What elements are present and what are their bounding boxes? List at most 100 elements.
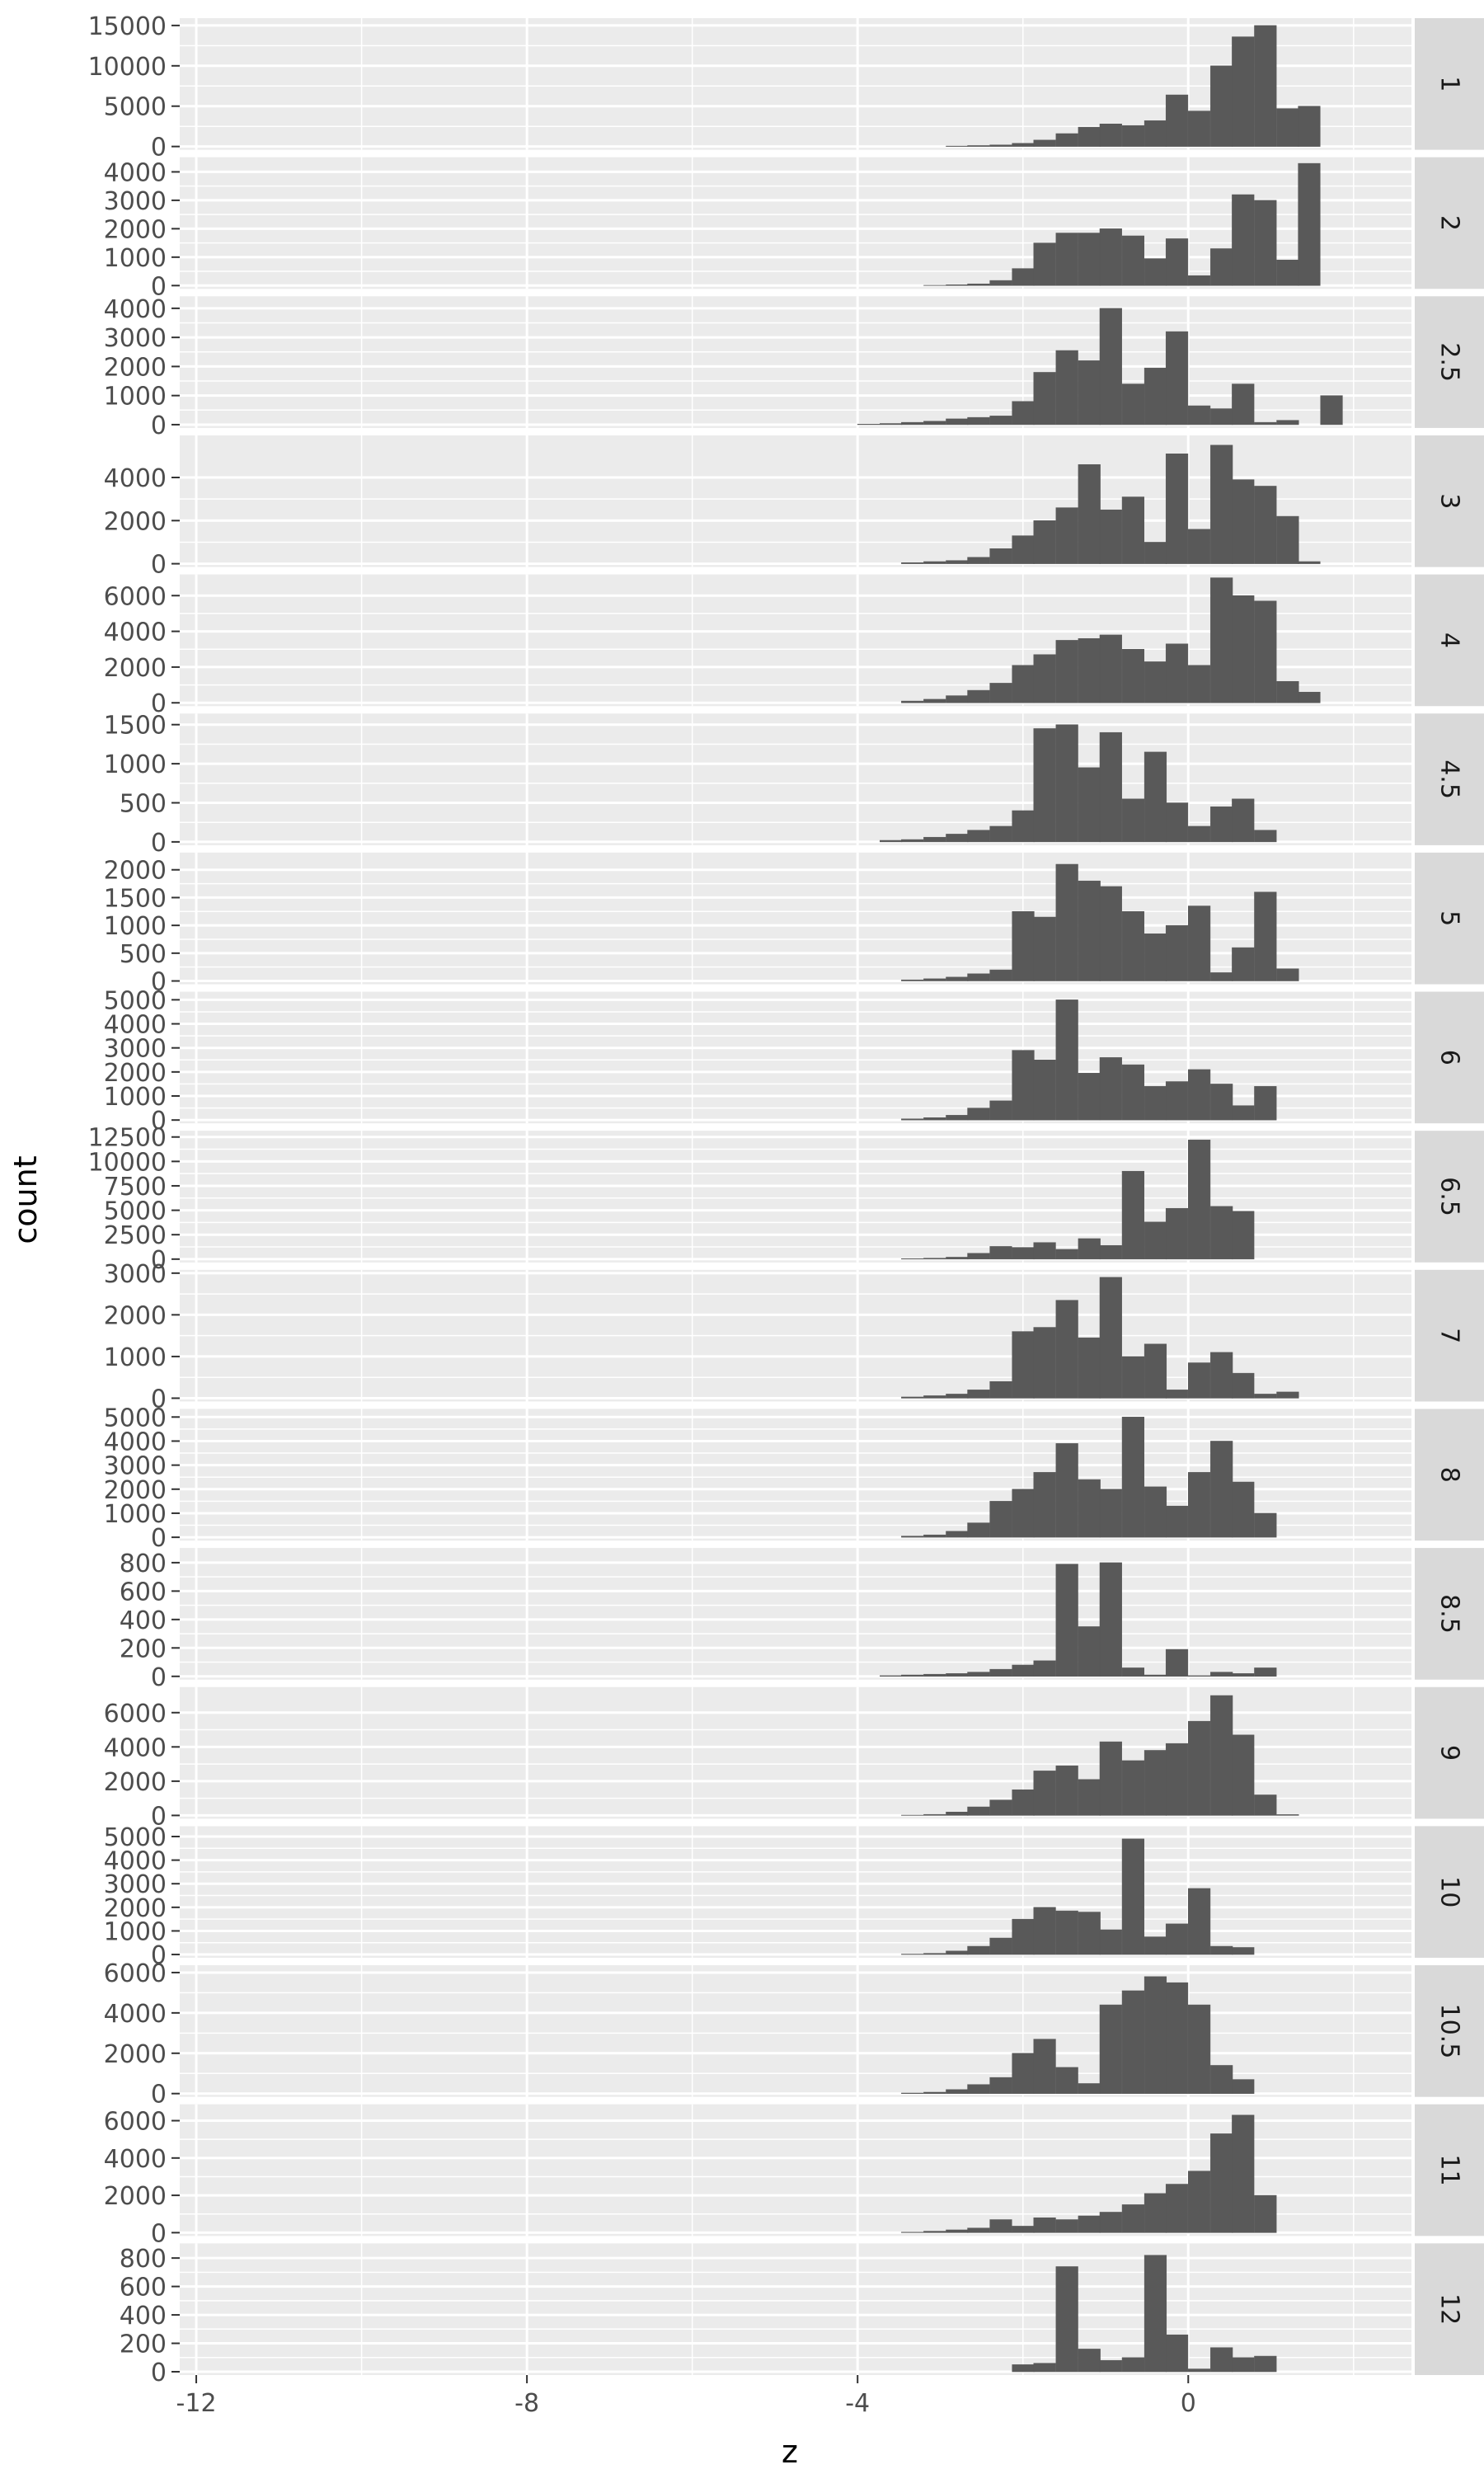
panel-background — [180, 713, 1411, 845]
histogram-bar — [1033, 1907, 1056, 1955]
facet-strip-label: 3 — [1435, 493, 1464, 509]
y-tick-label: 3000 — [104, 1870, 167, 1899]
x-axis: -12 -8 -4 0 — [176, 2375, 1196, 2418]
histogram-bar — [1078, 233, 1101, 286]
y-tick-label: 1000 — [104, 1917, 167, 1946]
histogram-bar — [901, 1674, 924, 1677]
histogram-bar — [1055, 2266, 1078, 2373]
histogram-bar — [1099, 509, 1122, 564]
histogram-bar — [1188, 1720, 1211, 1816]
histogram-bar — [1298, 106, 1321, 147]
y-tick-label: 2000 — [104, 1301, 167, 1330]
y-tick-label: 1000 — [104, 1500, 167, 1529]
histogram-bar — [1033, 1472, 1056, 1538]
histogram-bar — [1078, 2349, 1101, 2373]
histogram-bar — [1144, 258, 1167, 286]
histogram-bar — [1055, 2219, 1078, 2233]
y-tick-label: 1000 — [104, 1343, 167, 1372]
histogram-bar — [901, 1396, 924, 1399]
y-tick-label: 12500 — [88, 1124, 167, 1153]
facet-strip-label: 2.5 — [1435, 342, 1464, 382]
y-tick-label: 1000 — [104, 1083, 167, 1112]
histogram-bar — [1232, 2079, 1255, 2094]
y-tick-label: 3000 — [104, 1260, 167, 1289]
panel-background — [180, 1826, 1411, 1959]
histogram-bar — [946, 560, 969, 564]
histogram-bar — [1099, 1057, 1122, 1121]
facet-strip — [1415, 574, 1484, 707]
histogram-bar — [1232, 1211, 1255, 1260]
facet-strip-label: 2 — [1435, 215, 1464, 231]
histogram-bar — [1055, 350, 1078, 426]
histogram-bar — [1012, 1918, 1035, 1955]
y-tick-label: 800 — [120, 1550, 167, 1578]
histogram-bar — [946, 2229, 969, 2233]
histogram-bar — [1276, 108, 1299, 147]
y-tick-label: 3000 — [104, 1035, 167, 1064]
histogram-bar — [1165, 1649, 1189, 1677]
histogram-bar — [1144, 1750, 1167, 1816]
y-tick-label: 5000 — [104, 986, 167, 1015]
y-tick-label: 4000 — [104, 618, 167, 647]
histogram-bar — [989, 1501, 1012, 1538]
histogram-bar — [1121, 1760, 1144, 1816]
y-tick-label: 0 — [151, 551, 167, 580]
histogram-bar — [1165, 1923, 1189, 1955]
y-tick-label: 6000 — [104, 582, 167, 611]
histogram-bar — [1232, 1105, 1255, 1121]
y-tick-label: 10000 — [88, 1148, 167, 1177]
histogram-bar — [1078, 1912, 1101, 1955]
histogram-bar — [1078, 637, 1101, 703]
histogram-bar — [1144, 1343, 1167, 1399]
histogram-bar — [1165, 238, 1189, 286]
histogram-bar — [1121, 1838, 1144, 1955]
histogram-bar — [901, 421, 924, 426]
histogram-bar — [923, 836, 946, 843]
histogram-bar — [989, 144, 1012, 147]
histogram-bar — [1012, 143, 1035, 147]
histogram-bar — [967, 1253, 990, 1260]
histogram-bar — [967, 1522, 990, 1538]
histogram-bar — [946, 1394, 969, 1399]
y-tick-label: 5000 — [104, 1197, 167, 1226]
histogram-bar — [1078, 2215, 1101, 2233]
y-tick-label: 4000 — [104, 2145, 167, 2174]
histogram-bar — [1121, 1667, 1144, 1677]
facet-strip-label: 10 — [1435, 1876, 1464, 1907]
histogram-bar — [1078, 360, 1101, 426]
histogram-bar — [1121, 235, 1144, 286]
facet-strip — [1415, 1826, 1484, 1959]
histogram-bar — [946, 834, 969, 843]
histogram-bar — [1055, 233, 1078, 286]
histogram-bar — [1254, 1512, 1277, 1538]
histogram-bar — [1055, 1564, 1078, 1677]
y-tick-label: 4000 — [104, 2000, 167, 2029]
histogram-bar — [946, 695, 969, 703]
facet-strip-label: 4.5 — [1435, 760, 1464, 799]
histogram-bar — [946, 1673, 969, 1677]
histogram-bar — [1033, 916, 1056, 981]
histogram-bar — [1078, 880, 1101, 981]
histogram-bar — [923, 1117, 946, 1121]
y-axis-title: count — [7, 1155, 44, 1244]
histogram-bar — [1165, 1743, 1189, 1816]
y-tick-label: 600 — [120, 1578, 167, 1606]
histogram-bar — [1144, 367, 1167, 426]
histogram-bar — [1188, 1362, 1211, 1399]
facet-strip — [1415, 18, 1484, 150]
facet-strip-label: 1 — [1435, 76, 1464, 92]
histogram-bar — [1276, 968, 1299, 981]
histogram-bar — [1144, 2255, 1167, 2373]
histogram-bar — [1232, 1481, 1255, 1538]
facet-panel: 0 2000 4000 6000 4 — [104, 574, 1484, 718]
histogram-bar — [1012, 1050, 1035, 1121]
x-tick-label: -8 — [514, 2389, 539, 2418]
y-tick-label: 4000 — [104, 1847, 167, 1876]
histogram-bar — [1055, 1443, 1078, 1538]
histogram-bar — [967, 1806, 990, 1816]
histogram-bar — [1012, 1664, 1035, 1677]
histogram-bar — [923, 1395, 946, 1399]
